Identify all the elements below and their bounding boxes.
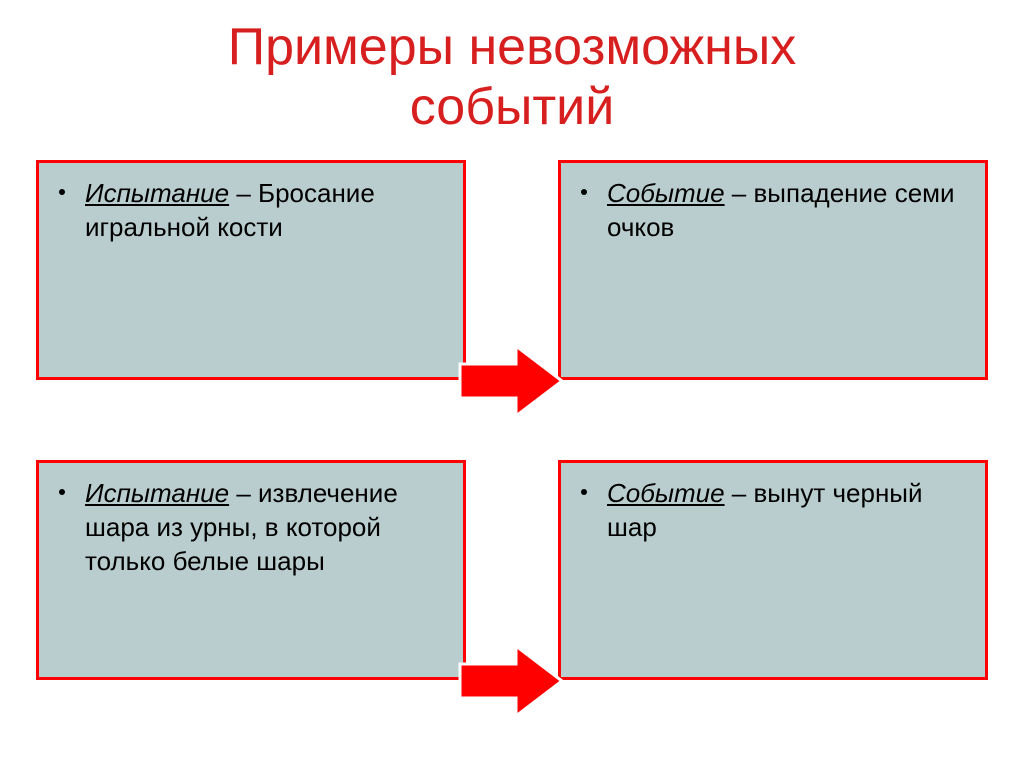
term-label: Испытание [85, 478, 229, 508]
row-2: Испытание – извлечение шара из урны, в к… [36, 460, 988, 720]
title-line-1: Примеры невозможных [228, 18, 797, 76]
term-label: Событие [607, 478, 725, 508]
page-title: Примеры невозможных событий [0, 0, 1024, 148]
row-1: Испытание – Бросание игральной кости Соб… [36, 160, 988, 420]
diagram-grid: Испытание – Бросание игральной кости Соб… [36, 160, 988, 760]
arrow-icon [456, 342, 566, 420]
term-label: Испытание [85, 178, 229, 208]
bullet-icon [59, 489, 65, 495]
arrow-shape [460, 646, 562, 716]
arrow-shape [460, 346, 562, 416]
term-label: Событие [607, 178, 725, 208]
box-event-2: Событие – вынут черный шар [558, 460, 988, 680]
bullet-icon [59, 189, 65, 195]
arrow-icon [456, 642, 566, 720]
box-event-1: Событие – выпадение семи очков [558, 160, 988, 380]
box-trial-2: Испытание – извлечение шара из урны, в к… [36, 460, 466, 680]
bullet-icon [581, 489, 587, 495]
box-trial-1: Испытание – Бросание игральной кости [36, 160, 466, 380]
title-line-2: событий [410, 78, 615, 136]
bullet-icon [581, 189, 587, 195]
